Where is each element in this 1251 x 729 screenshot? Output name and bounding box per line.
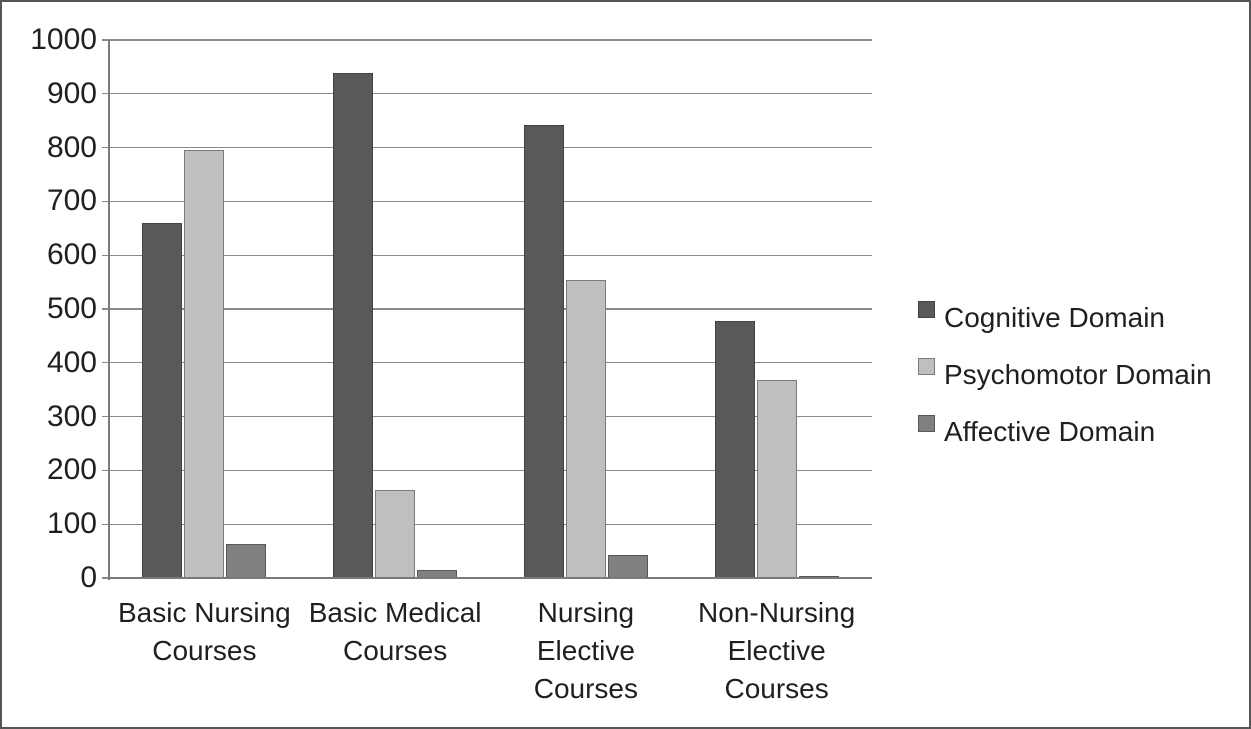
y-axis-tick-label: 0: [80, 561, 97, 594]
legend-swatch-psychomotor-domain: [918, 358, 935, 375]
legend-label-affective-domain: Affective Domain: [944, 415, 1156, 447]
y-axis-tick: [102, 308, 109, 310]
y-gridline: [109, 415, 872, 418]
y-axis-tick: [102, 362, 109, 364]
y-axis-tick: [102, 523, 109, 525]
bar-cognitive-domain: [333, 73, 374, 578]
bar-affective-domain: [226, 544, 267, 578]
y-gridline: [109, 93, 872, 95]
y-axis-tick: [102, 39, 109, 41]
y-axis-tick-label: 500: [46, 292, 97, 325]
y-axis-tick-label: 700: [46, 184, 97, 218]
y-gridline: [109, 469, 872, 472]
bar-psychomotor-domain: [756, 380, 797, 578]
y-axis-tick: [102, 146, 109, 149]
y-gridline: [109, 308, 872, 310]
y-axis-tick-label: 100: [46, 507, 97, 541]
y-axis-tick: [102, 93, 109, 95]
bar-affective-domain: [798, 575, 839, 578]
legend-item-cognitive-domain: Cognitive Domain: [918, 289, 1212, 346]
bar-psychomotor-domain: [184, 150, 225, 578]
bar-cognitive-domain: [714, 320, 755, 578]
y-axis-tick-label: 200: [46, 453, 97, 487]
legend-item-psychomotor-domain: Psychomotor Domain: [918, 346, 1212, 403]
bar-psychomotor-domain: [375, 490, 416, 578]
y-axis-tick: [102, 254, 109, 256]
legend-label-cognitive-domain: Cognitive Domain: [944, 301, 1165, 333]
y-axis-tick-label: 900: [46, 76, 97, 110]
legend-item-affective-domain: Affective Domain: [918, 403, 1212, 460]
x-axis-category-label: Non-Nursing Elective Courses: [698, 597, 856, 704]
bar-affective-domain: [417, 569, 458, 578]
y-axis-tick: [102, 469, 109, 472]
y-gridline: [109, 523, 872, 525]
legend-swatch-cognitive-domain: [918, 301, 935, 318]
y-gridline: [109, 362, 872, 364]
y-axis-tick-label: 300: [46, 399, 97, 433]
y-axis-tick: [102, 200, 109, 203]
y-axis-tick-label: 400: [46, 345, 97, 379]
y-axis-tick-label: 600: [46, 238, 97, 272]
x-axis-line: [108, 577, 873, 579]
bar-affective-domain: [607, 555, 648, 578]
y-axis-tick-label: 800: [46, 130, 97, 164]
bar-psychomotor-domain: [565, 280, 606, 578]
y-gridline: [109, 200, 872, 203]
x-axis-category-label: Nursing Elective Courses: [533, 597, 638, 704]
y-axis-line: [108, 40, 110, 580]
legend-label-psychomotor-domain: Psychomotor Domain: [944, 358, 1212, 390]
bar-cognitive-domain: [142, 222, 183, 578]
legend: Cognitive Domain Psychomotor Domain Affe…: [918, 289, 1212, 460]
y-axis-tick: [102, 415, 109, 418]
x-axis-category-label: Basic Medical Courses: [308, 597, 482, 666]
y-axis-tick: [102, 577, 109, 579]
y-gridline: [109, 254, 872, 256]
legend-swatch-affective-domain: [918, 415, 935, 432]
y-gridline: [109, 146, 872, 149]
x-axis-category-label: Basic Nursing Courses: [118, 597, 291, 666]
y-gridline: [109, 39, 872, 41]
y-axis-tick-label: 1000: [30, 23, 97, 56]
bar-cognitive-domain: [523, 125, 564, 578]
